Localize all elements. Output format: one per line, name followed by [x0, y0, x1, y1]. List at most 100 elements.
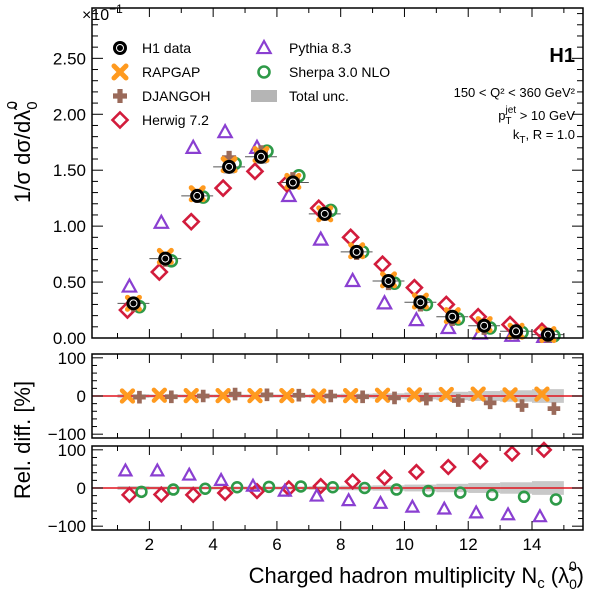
djangoh-ratio-point — [547, 402, 561, 415]
herwig-ratio-point — [184, 486, 202, 504]
y-tick-label: 2.00 — [53, 105, 86, 124]
h1-point — [445, 309, 460, 324]
ratio-y-tick-label: −100 — [48, 425, 86, 444]
sherpa-ratio-point — [485, 488, 499, 502]
main-distribution-panel: 0.00 0.50 1.00 1.50 2.00 2.50 — [53, 7, 584, 348]
annotation-pt-cut: pTjet > 10 GeV — [498, 105, 575, 127]
rapgap-ratio-point — [247, 387, 263, 404]
herwig-ratio-point — [248, 482, 266, 500]
djangoh-ratio-point — [165, 390, 178, 404]
sherpa-ratio-point — [198, 482, 212, 496]
djangoh-ratio-point — [324, 389, 338, 403]
pythia-ratio-point — [245, 477, 261, 492]
y-tick-label: 2.50 — [53, 49, 86, 68]
djangoh-ratio-point — [356, 390, 369, 404]
rapgap-ratio-point — [342, 387, 359, 404]
ratio-y-tick-label: 100 — [58, 441, 86, 460]
annotation-jet-algorithm: kT, R = 1.0 — [513, 127, 575, 146]
pythia-ratio-point — [468, 504, 485, 519]
legend-label-rapgap: RAPGAP — [142, 64, 200, 80]
djangoh-ratio-point — [292, 388, 306, 402]
legend-label-herwig: Herwig 7.2 — [142, 112, 209, 128]
y-tick-label: 0.50 — [53, 273, 86, 292]
pythia-point — [375, 294, 394, 310]
x-tick-label: 14 — [523, 535, 542, 554]
pythia-ratio-point — [532, 508, 548, 523]
sherpa-ratio-point — [390, 483, 403, 496]
legend-marker-unc — [251, 90, 277, 102]
pythia-ratio-point — [181, 466, 198, 481]
top-panel-frame — [91, 7, 584, 339]
rapgap-ratio-point — [279, 387, 295, 404]
djangoh-ratio-point — [451, 394, 465, 407]
h1-point — [381, 273, 396, 288]
rapgap-ratio-point — [215, 387, 231, 404]
h1-point — [509, 324, 524, 339]
pythia-point — [216, 122, 234, 139]
ratio2-markers — [117, 441, 563, 523]
herwig-ratio-point — [407, 463, 425, 481]
h1-point — [540, 327, 555, 342]
ratio-y-tick-label: 100 — [58, 349, 86, 368]
djangoh-ratio-point — [388, 391, 401, 405]
h1-point — [285, 175, 300, 190]
sherpa-ratio-point — [358, 481, 371, 495]
herwig-ratio-point — [375, 469, 394, 487]
h1-point — [222, 159, 237, 174]
ratio2-axis-ticks: 2 4 6 8 10 12 14 100 0 −100 — [48, 441, 583, 554]
legend-label-sherpa: Sherpa 3.0 NLO — [289, 64, 390, 80]
legend-marker-sherpa — [257, 65, 271, 79]
rapgap-ratio-point — [470, 386, 486, 402]
pythia-ratio-point — [372, 494, 389, 509]
herwig-ratio-point — [503, 445, 521, 463]
h1-point — [126, 296, 141, 311]
herwig-point — [213, 178, 233, 198]
rapgap-ratio-point — [311, 388, 327, 404]
x-axis-title: Charged hadron multiplicity Nc (λ̃00) — [249, 558, 584, 592]
rapgap-ratio-point — [534, 386, 550, 402]
x-tick-label: 4 — [208, 535, 217, 554]
legend-marker-h1 — [113, 41, 127, 55]
herwig-ratio-point — [216, 484, 234, 502]
djangoh-ratio-point — [420, 392, 433, 406]
ratio-y-tick-label: −100 — [48, 517, 86, 536]
djangoh-ratio-point — [515, 399, 529, 412]
djangoh-ratio-point — [228, 387, 242, 401]
x-tick-label: 12 — [459, 535, 478, 554]
ratio-panel-rapgap-djangoh: 100 0 −100 — [48, 349, 584, 444]
sherpa-ratio-point — [326, 480, 339, 494]
ratio-y-axis-title: Rel. diff. [%] — [10, 381, 35, 499]
x-tick-label: 8 — [336, 535, 345, 554]
y-exponent-label: ×10−1 — [82, 2, 123, 24]
pythia-ratio-point — [213, 471, 229, 486]
djangoh-ratio-point — [196, 389, 210, 403]
x-tick-label: 10 — [395, 535, 414, 554]
djangoh-ratio-point — [133, 390, 146, 404]
pythia-point — [407, 310, 425, 327]
h1-point — [477, 318, 492, 333]
legend-label-pythia: Pythia 8.3 — [289, 40, 351, 56]
legend-label-djangoh: DJANGOH — [142, 88, 210, 104]
y-tick-label: 1.50 — [53, 161, 86, 180]
herwig-ratio-point — [312, 477, 330, 495]
pythia-point — [344, 271, 362, 288]
h1-point — [349, 244, 364, 259]
herwig-ratio-point — [120, 486, 139, 504]
legend-marker-herwig — [110, 110, 130, 130]
ratio-panel-herwig-pythia-sherpa: 2 4 6 8 10 12 14 100 0 −100 — [48, 441, 584, 554]
pythia-ratio-point — [436, 500, 453, 515]
pythia-point — [439, 318, 457, 335]
top-markers — [118, 122, 561, 344]
pythia-ratio-point — [308, 487, 325, 502]
herwig-point — [245, 161, 265, 181]
pythia-point — [152, 213, 170, 229]
h1-point — [317, 206, 332, 221]
herwig-ratio-point — [344, 472, 362, 491]
herwig-point — [181, 212, 201, 231]
herwig-point — [373, 254, 392, 274]
h1-point — [190, 188, 205, 203]
herwig-ratio-point — [439, 458, 457, 476]
pythia-ratio-point — [277, 482, 293, 497]
rapgap-ratio-point — [374, 387, 391, 403]
